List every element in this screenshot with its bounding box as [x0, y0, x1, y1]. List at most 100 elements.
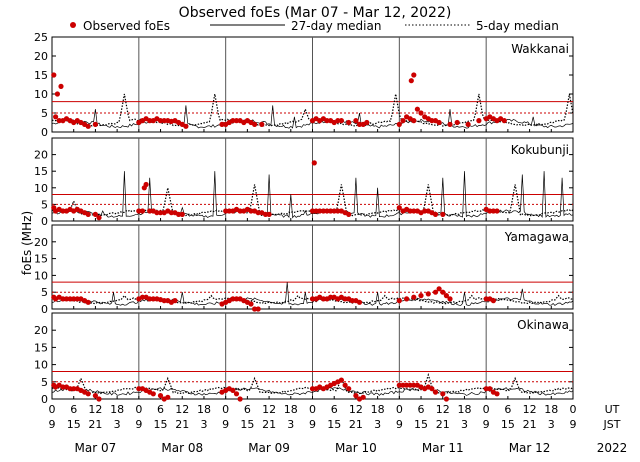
observed-foes-point: [454, 119, 460, 126]
ut-tick-label: 6: [157, 403, 164, 416]
observed-foes-point: [154, 210, 160, 216]
year-label: 2022: [597, 441, 628, 455]
y-tick-label: 10: [34, 182, 48, 195]
observed-foes-point: [54, 91, 61, 97]
ut-tick-label: 12: [88, 403, 102, 416]
observed-foes-point: [483, 296, 489, 302]
y-tick-label: 5: [41, 198, 48, 211]
ut-tick-label: 0: [570, 403, 577, 416]
observed-foes-point: [320, 296, 326, 302]
panel-wakkanai: 0 5 10 15 20 25 Wakkanai: [34, 31, 574, 139]
observed-foes-point: [233, 118, 240, 124]
jst-tick-label: 9: [483, 418, 490, 431]
observed-foes-point: [179, 211, 185, 217]
ut-tick-label: 6: [418, 403, 425, 416]
observed-foes-point: [353, 393, 359, 399]
observed-foes-point: [418, 293, 424, 299]
observed-foes-point: [230, 118, 236, 124]
observed-foes-point: [60, 384, 66, 390]
observed-foes-point: [143, 181, 149, 188]
observed-foes-point: [429, 386, 435, 392]
ut-tick-label: 12: [436, 403, 450, 416]
y-tick-label: 15: [34, 69, 48, 82]
observed-foes-point: [411, 382, 417, 388]
ut-tick-label: 0: [396, 403, 403, 416]
observed-foes-point: [335, 118, 341, 124]
observed-foes-point: [342, 296, 348, 302]
date-label: Mar 11: [422, 441, 464, 455]
station-label-wakkanai: Wakkanai: [511, 42, 569, 56]
y-tick-label: 20: [34, 324, 48, 337]
observed-foes-point: [230, 387, 236, 393]
observed-foes-point: [147, 118, 153, 124]
observed-foes-point: [313, 208, 319, 214]
date-label: Mar 08: [161, 441, 203, 455]
observed-foes-point: [328, 208, 334, 214]
observed-foes-point: [63, 296, 70, 302]
ut-tick-label: 18: [110, 403, 124, 416]
observed-foes-point: [400, 118, 406, 124]
observed-foes-point: [136, 208, 142, 214]
observed-foes-point: [440, 289, 446, 295]
jst-tick-label: 21: [349, 418, 363, 431]
observed-foes-point: [157, 118, 164, 124]
ut-tick-label: 12: [349, 403, 363, 416]
observed-foes-point: [331, 208, 337, 214]
y-tick-label: 0: [41, 126, 48, 139]
observed-foes-point: [262, 211, 269, 217]
y-tick-label: 10: [34, 269, 48, 282]
jst-tick-label: 15: [67, 418, 81, 431]
y-tick-label: 25: [34, 31, 48, 44]
observed-foes-point: [353, 118, 359, 124]
observed-foes-point: [85, 299, 91, 305]
legend-median27-label: 27-day median: [291, 19, 381, 33]
jst-tick-label: 21: [262, 418, 276, 431]
observed-foes-point: [447, 121, 453, 127]
ut-axis-label: UT: [605, 403, 620, 416]
observed-foes-point: [346, 211, 352, 217]
ut-tick-label: 12: [175, 403, 189, 416]
observed-foes-point: [266, 211, 272, 217]
y-tick-label: 15: [34, 165, 48, 178]
observed-foes-point: [309, 208, 316, 214]
observed-foes-point: [324, 118, 330, 124]
observed-foes-point: [248, 208, 254, 214]
jst-tick-label: 15: [414, 418, 428, 431]
y-tick-label: 15: [34, 253, 48, 266]
observed-foes-point: [147, 296, 153, 302]
observed-foes-point: [407, 208, 413, 214]
ut-tick-label: 0: [483, 403, 490, 416]
observed-foes-point: [501, 118, 507, 124]
panels: 0 5 10 15 20 25 Wakkanai 0 5 10 15 20 Kokubunji 0 5 10 1…: [34, 31, 574, 406]
y-tick-label: 10: [34, 359, 48, 372]
ut-tick-label: 18: [544, 403, 558, 416]
ut-tick-label: 18: [457, 403, 471, 416]
observed-foes-point: [53, 114, 59, 120]
observed-foes-point: [92, 393, 98, 399]
ut-tick-label: 6: [70, 403, 77, 416]
chart-title: Observed foEs (Mar 07 - Mar 12, 2022): [179, 5, 452, 21]
date-label: Mar 12: [509, 441, 551, 455]
observed-foes-point: [56, 118, 62, 124]
observed-foes-point: [342, 382, 348, 388]
observed-foes-point: [396, 205, 402, 211]
observed-foes-point: [487, 386, 493, 392]
observed-foes-point: [418, 110, 424, 116]
observed-foes-point: [360, 394, 366, 400]
observed-foes-point: [432, 389, 439, 395]
observed-foes-point: [96, 215, 102, 221]
observed-foes-point: [346, 119, 352, 126]
observed-foes-point: [436, 286, 442, 292]
observed-foes-point: [411, 118, 417, 124]
observed-foes-point: [85, 391, 91, 397]
observed-foes-point: [476, 118, 482, 124]
observed-foes-point: [157, 210, 164, 216]
panel-kokubunji: 0 5 10 15 20 Kokubunji: [34, 137, 574, 228]
observed-foes-point: [161, 118, 167, 124]
observed-foes-point: [233, 296, 240, 302]
jst-tick-label: 9: [222, 418, 229, 431]
observed-foes-point: [172, 298, 178, 304]
observed-foes-point: [483, 386, 489, 392]
